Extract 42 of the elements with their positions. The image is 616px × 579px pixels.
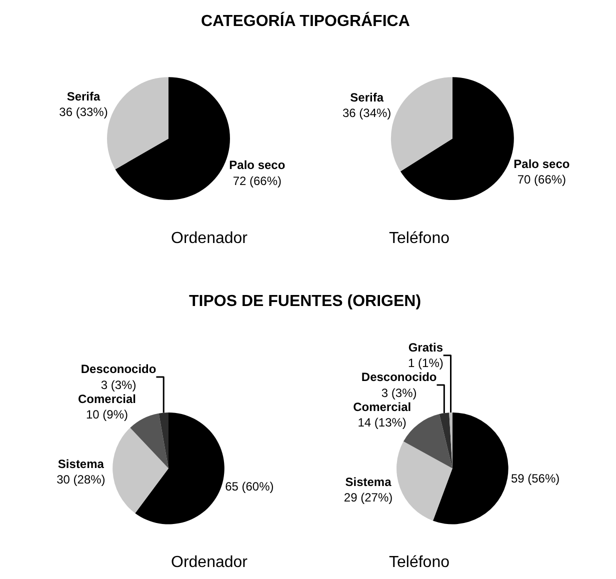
chart-title: CATEGORÍA TIPOGRÁFICA bbox=[201, 11, 410, 30]
pie-slice bbox=[115, 77, 230, 200]
data-label: 30 (28%) bbox=[56, 472, 106, 486]
data-label: 65 (60%) bbox=[225, 480, 274, 494]
slice-label: Comercial bbox=[78, 392, 136, 406]
text: Teléfono bbox=[389, 554, 450, 571]
slice-label: Sistema bbox=[345, 474, 392, 489]
text: Teléfono bbox=[389, 230, 450, 247]
data-label: 3 (3%) bbox=[381, 386, 417, 400]
data-label: 14 (13%) bbox=[358, 415, 406, 430]
pie-slice bbox=[107, 77, 168, 170]
pie-slice bbox=[432, 412, 508, 524]
data-label: 36 (33%) bbox=[59, 104, 108, 119]
pie-slice bbox=[396, 441, 452, 521]
text: Ordenador bbox=[171, 554, 248, 571]
slice-label: Palo seco bbox=[229, 158, 286, 172]
pie-slice bbox=[391, 77, 452, 172]
slice-label: Desconocido bbox=[361, 370, 437, 384]
data-label: 1 (1%) bbox=[408, 356, 444, 370]
slice-label: Serifa bbox=[350, 90, 384, 105]
pie-slice bbox=[400, 77, 514, 200]
slice-label: Serifa bbox=[66, 89, 100, 104]
text: TIPOS DE FUENTES (ORIGEN) bbox=[189, 293, 422, 310]
data-label: 70 (66%) bbox=[517, 172, 566, 187]
pie-slice bbox=[130, 413, 168, 468]
slice-label: Sistema bbox=[58, 456, 104, 471]
pie-slice bbox=[112, 428, 168, 514]
text: Ordenador bbox=[171, 230, 248, 247]
slice-label: Desconocido bbox=[80, 362, 156, 376]
slice-label: Gratis bbox=[408, 340, 444, 355]
data-label: 72 (66%) bbox=[232, 174, 282, 188]
pie-slice bbox=[158, 412, 168, 468]
data-label: 29 (27%) bbox=[344, 490, 393, 504]
data-label: 10 (9%) bbox=[86, 407, 128, 422]
pie-slice bbox=[439, 412, 452, 468]
data-label: 59 (56%) bbox=[510, 471, 560, 486]
data-label: 3 (3%) bbox=[100, 378, 136, 392]
pie-slice bbox=[135, 412, 224, 524]
slice-label: Palo seco bbox=[514, 156, 570, 171]
slice-label: Comercial bbox=[353, 400, 412, 414]
data-label: 36 (34%) bbox=[342, 106, 392, 120]
pie-slice bbox=[449, 412, 452, 468]
